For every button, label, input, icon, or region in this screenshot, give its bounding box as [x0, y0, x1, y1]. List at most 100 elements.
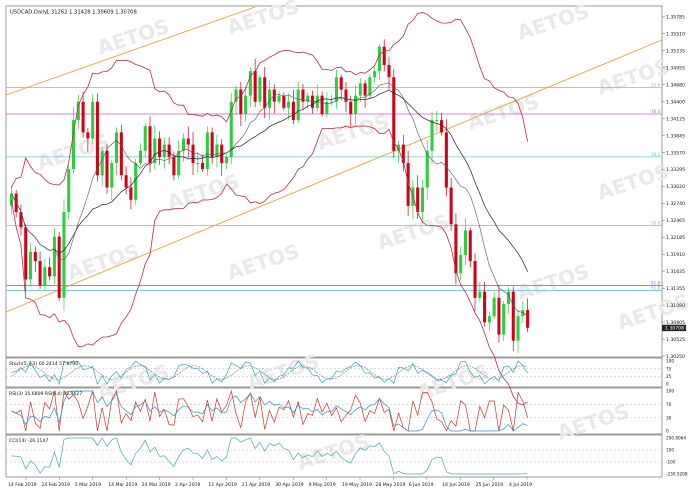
price-tick-label: 1.30805 — [666, 320, 685, 326]
candle-body — [57, 236, 61, 298]
date-tick-label: 6 Jun 2019 — [409, 482, 434, 488]
last-price-box — [662, 324, 686, 332]
fib-level-label: 50.0 — [651, 221, 661, 226]
candle-body — [167, 144, 171, 157]
candle-body — [287, 101, 291, 108]
candle-body — [148, 126, 152, 164]
date-tick-label: 24 Feb 2019 — [41, 482, 70, 488]
candle-body — [516, 316, 520, 341]
candle-body — [521, 310, 525, 317]
date-tick-label: 16 Jun 2019 — [442, 482, 470, 488]
candle-body — [220, 144, 224, 164]
price-tick-label: 1.35235 — [666, 48, 685, 54]
fib-level-label: 23.6 — [651, 83, 661, 88]
price-tick-label: 1.34400 — [666, 100, 685, 106]
indicator-tick-label: -230.5208 — [666, 472, 688, 477]
candle-body — [392, 77, 396, 151]
fib-level-label: 76.4 — [651, 109, 661, 114]
price-tick-label: 1.33845 — [666, 134, 685, 140]
candle-body — [473, 261, 477, 298]
candle-body — [373, 71, 377, 78]
candle-body — [105, 150, 109, 188]
indicator-tick-label: 100 — [666, 359, 674, 364]
last-price-label: 1.30708 — [665, 326, 684, 332]
candle-body — [492, 297, 496, 317]
rsi-slow-line — [11, 390, 528, 432]
cci-line — [11, 437, 528, 475]
ma-slow-line — [11, 89, 528, 272]
candle-body — [368, 77, 372, 96]
fib-level-label: 61.8 — [651, 285, 661, 290]
candle-body — [239, 89, 243, 114]
candle-body — [506, 291, 511, 304]
candle-body — [191, 144, 195, 164]
date-tick-label: 28 May 2019 — [375, 482, 405, 488]
indicator-tick-label: 0 — [666, 429, 669, 434]
fib-level-label: 61.8 — [651, 281, 661, 286]
price-tick-label: 1.31910 — [666, 252, 685, 258]
candle-body — [272, 89, 276, 102]
candle-body — [138, 150, 142, 164]
stoch-label: Stoch(5,3,3) 60.2414 57.0790 — [9, 361, 78, 367]
candle-body — [67, 169, 71, 213]
candle-body — [526, 310, 530, 328]
price-tick-label: 1.30525 — [666, 337, 685, 343]
candle-body — [487, 316, 491, 323]
indicator-tick-label: 0 — [666, 382, 669, 387]
channel-lower-line — [5, 39, 663, 313]
candle-body — [181, 138, 185, 151]
price-tick-label: 1.31080 — [666, 303, 685, 309]
price-tick-label: 1.33570 — [666, 150, 685, 156]
candle-body — [344, 89, 348, 102]
candle-body — [478, 291, 482, 298]
candle-body — [301, 89, 305, 102]
candle-body — [71, 120, 76, 170]
date-tick-label: 2 Apr 2019 — [175, 482, 201, 488]
candle-body — [468, 230, 472, 262]
candle-body — [463, 230, 468, 255]
candle-body — [296, 89, 300, 121]
price-tick-label: 1.31355 — [666, 286, 685, 292]
stoch-signal-line — [11, 365, 528, 380]
date-tick-label: 5 Mar 2019 — [75, 482, 101, 488]
candle-body — [483, 291, 487, 323]
candle-body — [95, 101, 99, 176]
candle-body — [210, 132, 214, 157]
candle-body — [334, 77, 338, 102]
channel-upper-line — [5, 6, 256, 96]
candle-body — [38, 261, 42, 286]
axes: 1.35785 1.35510 1.35235 1.34955 1.34680 1.344… — [8, 15, 688, 488]
candle-body — [153, 138, 157, 164]
candle-body — [81, 101, 85, 133]
candle-body — [229, 101, 233, 157]
candle-body — [24, 227, 28, 280]
main-pane-frame — [5, 5, 663, 358]
candle-body — [234, 89, 238, 102]
candle-body — [119, 132, 123, 176]
indicator-plots — [6, 360, 662, 475]
candle-body — [387, 64, 391, 78]
price-tick-label: 1.33295 — [666, 167, 685, 173]
candle-body — [377, 46, 381, 72]
candle-body — [502, 303, 506, 335]
candle-body — [397, 144, 401, 151]
candle-body — [454, 224, 458, 274]
fib-level-label: 38.2 — [651, 152, 661, 157]
date-tick-label: 14 Mar 2019 — [108, 482, 137, 488]
candle-body — [459, 254, 463, 274]
date-tick-label: 9 May 2019 — [309, 482, 336, 488]
candle-body — [320, 95, 324, 114]
candle-body — [401, 144, 405, 164]
price-tick-label: 1.35510 — [666, 32, 685, 38]
price-tick-label: 1.32465 — [666, 218, 685, 224]
candle-body — [48, 267, 52, 277]
candle-body — [382, 46, 386, 65]
candle-body — [115, 132, 119, 164]
indicator-tick-label: 25 — [666, 374, 672, 379]
candle-body — [196, 163, 200, 165]
candle-body — [9, 193, 13, 206]
rsi-label: RSI(3) 35.6809 RSI(14) 35.9627 — [9, 391, 82, 397]
date-tick-label: 11 Apr 2019 — [208, 482, 236, 488]
